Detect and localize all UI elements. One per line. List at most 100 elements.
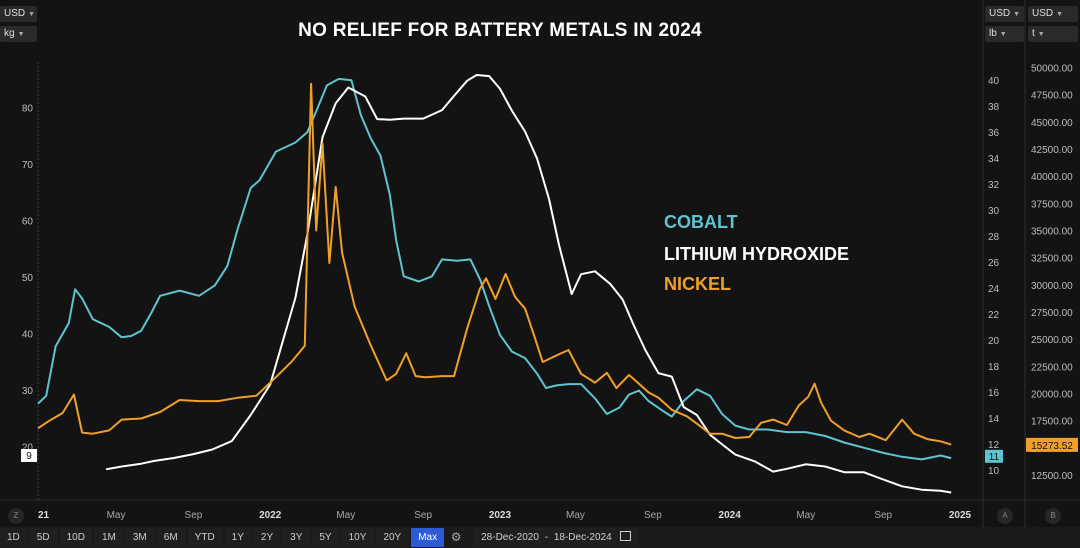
range-button-1y[interactable]: 1Y [224,528,251,547]
series-lines [37,74,952,494]
mid-axis-tick-label: 32 [988,180,1000,191]
range-button-2y[interactable]: 2Y [253,528,281,547]
x-axis-tick-label: 2025 [949,510,972,521]
date-separator: - [544,532,549,543]
right-axis-tick-label: 32500.00 [1031,254,1073,265]
left-axis-ticks: 20 30 40 50 60 70 80 [22,103,34,453]
right-axis-tick-label: 22500.00 [1031,362,1073,373]
right-axis-tick-label: 20000.00 [1031,389,1073,400]
right-last-value-text: 15273.52 [1031,441,1073,452]
right-axis-tick-label: 27500.00 [1031,308,1073,319]
chevron-down-icon: ▼ [1056,11,1064,18]
mid-last-value-text: 11 [989,452,1000,463]
left-last-value-text: 9 [26,451,32,462]
range-button-10y[interactable]: 10Y [341,528,374,547]
left-axis-tick-label: 40 [22,330,34,341]
range-toolbar: 1D 5D 10D 1M 3M 6M YTD 1Y 2Y 3Y 5Y 10Y 20Y Max ⚙ 28-D… [0,527,1080,548]
x-axis-tick-label: Sep [185,510,203,521]
auto-scale-button[interactable]: A [997,508,1013,524]
range-button-20y[interactable]: 20Y [376,528,409,547]
left-currency-select[interactable]: USD ▼ [0,6,37,22]
mid-axis-tick-label: 24 [988,284,1000,295]
x-axis-tick-label: Sep [644,510,662,521]
x-axis-tick-label: Sep [414,510,432,521]
mid-axis-tick-label: 40 [988,76,1000,87]
range-button-5y[interactable]: 5Y [312,528,339,547]
mid-axis-tick-label: 28 [988,232,1000,243]
range-button-ytd[interactable]: YTD [187,528,222,547]
date-end: 18-Dec-2024 [553,532,612,543]
right-axis-tick-label: 25000.00 [1031,335,1073,346]
mid-axis-tick-label: 26 [988,258,1000,269]
right-axis-tick-label: 35000.00 [1031,226,1073,237]
range-button-6m[interactable]: 6M [156,528,185,547]
gear-icon[interactable]: ⚙ [450,530,462,544]
range-button-10d[interactable]: 10D [59,528,92,547]
chevron-down-icon: ▼ [1037,31,1045,38]
range-button-3m[interactable]: 3M [125,528,154,547]
range-button-3y[interactable]: 3Y [283,528,310,547]
mid-axis-tick-label: 34 [988,154,1000,165]
mid-unit-select[interactable]: lb ▼ [985,26,1024,42]
left-scale-button[interactable]: Z [8,508,24,524]
mid-axis-tick-label: 38 [988,102,1000,113]
left-axis-tick-label: 60 [22,216,34,227]
right-axis-tick-label: 42500.00 [1031,145,1073,156]
right-axis-tick-label: 40000.00 [1031,172,1073,183]
right-unit-select[interactable]: t ▼ [1028,26,1078,42]
right-axis-tick-label: 30000.00 [1031,281,1073,292]
x-axis-tick-label: Sep [874,510,892,521]
right-axis-tick-label: 17500.00 [1031,417,1073,428]
x-axis-tick-label: 2023 [489,510,512,521]
left-axis-tick-label: 50 [22,273,34,284]
left-axis-tick-label: 20 [22,443,34,454]
x-axis-tick-label: 2022 [259,510,282,521]
left-last-value-tag [21,449,37,462]
mid-axis-tick-label: 20 [988,336,1000,347]
right-axis-tick-label: 50000.00 [1031,63,1073,74]
chevron-down-icon: ▼ [999,31,1007,38]
mid-axis-tick-label: 30 [988,206,1000,217]
left-axis-tick-label: 30 [22,386,34,397]
series-line-cobalt [37,77,952,461]
left-axis-tick-label: 70 [22,160,34,171]
range-button-1d[interactable]: 1D [0,528,27,547]
calendar-icon [620,531,632,541]
mid-currency-select[interactable]: USD ▼ [985,6,1024,22]
legend-item-cobalt: COBALT [664,212,738,232]
range-button-1m[interactable]: 1M [94,528,123,547]
mid-axis-tick-label: 12 [988,440,1000,451]
date-start: 28-Dec-2020 [481,532,539,543]
mid-unit-label: lb [989,28,997,39]
x-axis-tick-label: May [566,510,585,521]
left-unit-select[interactable]: kg ▼ [0,26,37,42]
mid-axis-tick-label: 16 [988,388,1000,399]
right-axis-tick-label: 37500.00 [1031,199,1073,210]
x-axis-tick-label: 2024 [719,510,742,521]
range-button-5d[interactable]: 5D [29,528,57,547]
x-axis-ticks: 21 May Sep 2022 May Sep 2023 May Sep 2024 May Sep 20… [38,510,972,521]
x-axis-tick-label: May [107,510,126,521]
right-axis-tick-label: 12500.00 [1031,471,1073,482]
left-currency-label: USD [4,8,26,19]
range-buttons: 1D 5D 10D 1M 3M 6M YTD 1Y 2Y 3Y 5Y 10Y 20Y Max [0,528,447,547]
series-line-nickel [37,82,952,446]
right-scale-button[interactable]: B [1045,508,1061,524]
date-range-picker[interactable]: 28-Dec-2020 - 18-Dec-2024 [475,528,638,547]
last-value-tags: 9 11 15273.52 [21,437,1078,463]
right-currency-select[interactable]: USD ▼ [1028,6,1078,22]
right-axis-tick-label: 45000.00 [1031,118,1073,129]
x-axis-tick-label: May [336,510,355,521]
right-last-value-tag [1026,437,1078,452]
mid-axis-tick-label: 18 [988,362,1000,373]
x-axis-tick-label: May [796,510,815,521]
legend-item-nickel: NICKEL [664,274,731,294]
chevron-down-icon: ▼ [28,11,36,18]
left-axis-tick-label: 80 [22,103,34,114]
chevron-down-icon: ▼ [1013,11,1021,18]
mid-axis-tick-label: 14 [988,414,1000,425]
mid-axis-tick-label: 10 [988,466,1000,477]
range-button-max[interactable]: Max [411,528,445,547]
mid-currency-label: USD [989,8,1011,19]
legend-item-lithium-hydroxide: LITHIUM HYDROXIDE [664,244,850,264]
